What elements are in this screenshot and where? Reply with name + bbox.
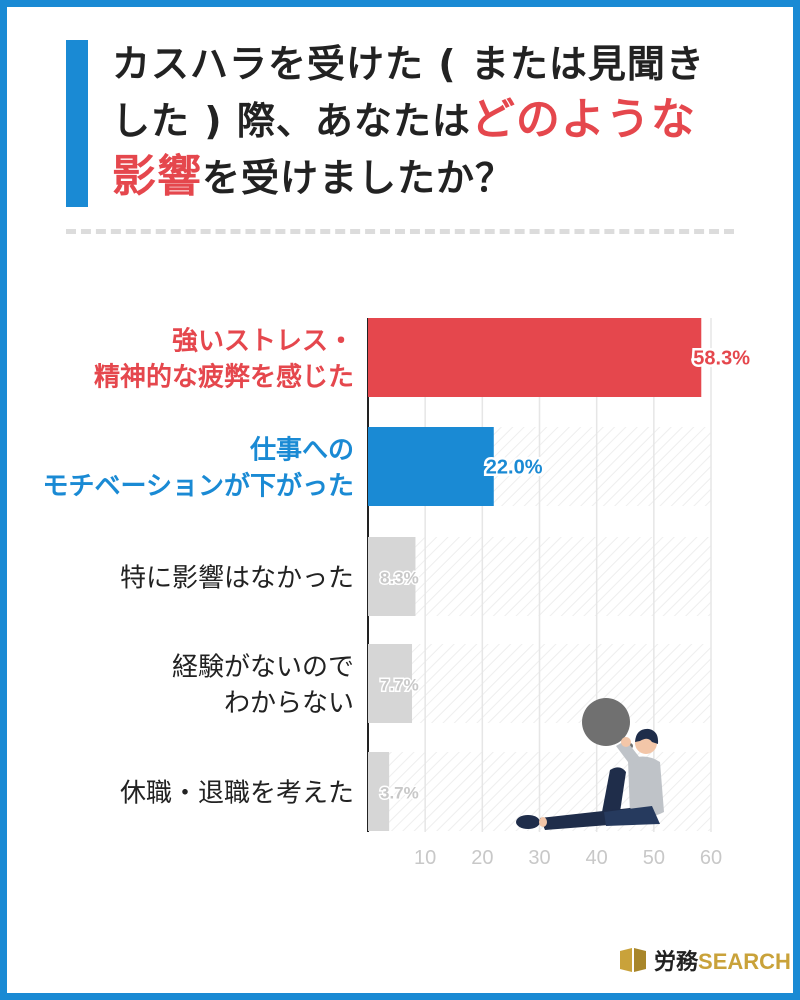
brand-name: 労務SEARCH	[654, 944, 791, 976]
title-divider	[66, 229, 734, 234]
x-tick-label: 60	[700, 847, 722, 869]
category-label: 精神的な疲弊を感じた	[94, 362, 354, 393]
x-tick-label: 30	[528, 847, 550, 869]
title-highlight-1: どのような	[470, 94, 696, 145]
category-label: 強いストレス・	[172, 327, 354, 357]
category-label: 休職・退職を考えた	[120, 779, 354, 809]
data-label: 7.7%	[380, 676, 419, 695]
x-tick-label: 20	[471, 847, 493, 869]
category-label: 経験がないので	[172, 653, 354, 683]
title-line-1: カスハラを受けた ( または見聞き	[112, 42, 705, 86]
brand-name-ja: 労務	[654, 949, 699, 974]
title-line-2-text: した ) 際、あなたは	[112, 99, 471, 143]
data-label: 3.7%	[380, 784, 419, 803]
category-label: モチベーションが下がった	[43, 471, 354, 502]
title-accent-bar	[66, 40, 88, 207]
x-tick-label: 40	[586, 847, 608, 869]
data-label: 8.3%	[380, 569, 419, 588]
category-label: 特に影響はなかった	[120, 564, 354, 594]
sitting-person-illustration	[516, 698, 664, 830]
bar	[368, 644, 413, 723]
data-label: 22.0%	[486, 457, 543, 479]
x-tick-label: 10	[414, 847, 436, 869]
brand-logo: 労務SEARCH	[618, 946, 791, 974]
title-highlight-2: 影響	[112, 151, 202, 202]
book-icon	[620, 948, 646, 972]
title-line-3: 影響を受けましたか？	[112, 149, 752, 206]
bar	[368, 318, 702, 397]
category-label: わからない	[224, 689, 354, 719]
bar	[368, 752, 390, 831]
category-label: 仕事への	[249, 436, 354, 466]
bar	[368, 427, 494, 506]
data-label: 58.3%	[693, 348, 750, 370]
x-tick-label: 50	[643, 847, 665, 869]
title-line-3-text: を受けましたか？	[202, 156, 515, 200]
page-title: カスハラを受けた ( または見聞き した ) 際、あなたはどのような 影響を受け…	[112, 36, 752, 206]
title-line-2: した ) 際、あなたはどのような	[112, 92, 752, 149]
bar	[368, 537, 416, 616]
brand-name-en: SEARCH	[698, 949, 791, 974]
